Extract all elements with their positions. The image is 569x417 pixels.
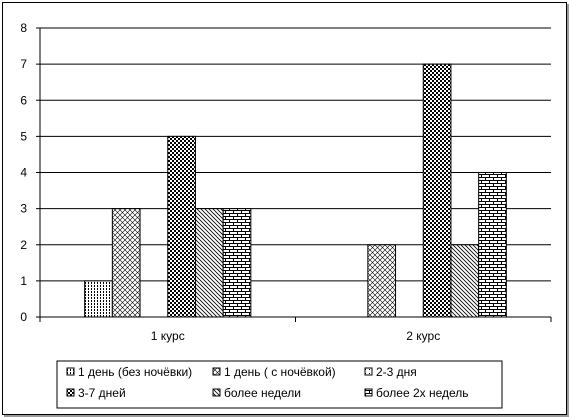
bar xyxy=(194,208,224,318)
bar xyxy=(422,63,452,318)
bar xyxy=(167,135,196,318)
legend-swatch xyxy=(212,388,221,397)
y-tick-label: 8 xyxy=(20,21,27,35)
y-tick-label: 7 xyxy=(20,57,27,71)
y-tick-label: 0 xyxy=(20,310,27,324)
bar xyxy=(450,244,480,318)
y-tick-label: 4 xyxy=(20,166,27,180)
legend-swatch xyxy=(364,367,373,376)
legend-entry: более недели xyxy=(224,386,301,400)
legend-swatch xyxy=(364,388,373,397)
y-tick-label: 6 xyxy=(20,93,27,107)
legend-swatch xyxy=(66,367,75,376)
legend-entry: 1 день ( с ночёвкой) xyxy=(224,365,336,379)
legend-entry: 3-7 дней xyxy=(78,386,126,400)
legend-entry: 2-3 дня xyxy=(376,365,417,379)
y-tick-label: 3 xyxy=(20,202,27,216)
bar xyxy=(478,172,507,318)
legend-box xyxy=(56,360,503,409)
legend-swatch xyxy=(66,388,75,397)
legend-entry: 1 день (без ночёвки) xyxy=(78,365,192,379)
x-tick-label: 2 курс xyxy=(406,329,440,343)
legend-entry: более 2х недель xyxy=(376,386,469,400)
x-tick-label: 1 курс xyxy=(151,329,185,343)
bar xyxy=(367,244,397,318)
y-tick-label: 5 xyxy=(20,129,27,143)
bar xyxy=(111,208,141,318)
legend-swatch xyxy=(212,367,221,376)
bar xyxy=(84,280,113,318)
y-tick-label: 2 xyxy=(20,238,27,252)
bar xyxy=(222,208,252,318)
y-tick-label: 1 xyxy=(20,274,27,288)
